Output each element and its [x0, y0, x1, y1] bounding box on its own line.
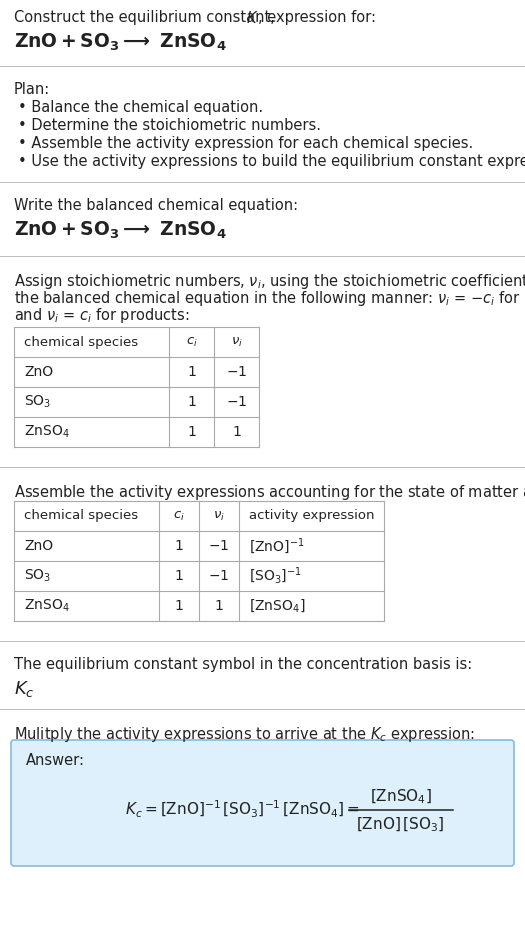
FancyBboxPatch shape — [11, 740, 514, 866]
Text: $[\mathrm{ZnO}]\,[\mathrm{SO_3}]$: $[\mathrm{ZnO}]\,[\mathrm{SO_3}]$ — [356, 816, 445, 834]
Text: 1: 1 — [174, 569, 183, 583]
Text: $\mathbf{ZnO + SO_3 \longrightarrow\ ZnSO_4}$: $\mathbf{ZnO + SO_3 \longrightarrow\ ZnS… — [14, 32, 227, 53]
Text: $\nu_i$: $\nu_i$ — [230, 336, 243, 349]
Text: Write the balanced chemical equation:: Write the balanced chemical equation: — [14, 198, 298, 213]
Text: 1: 1 — [174, 599, 183, 613]
Text: ZnSO$_4$: ZnSO$_4$ — [24, 598, 70, 614]
Text: $-1$: $-1$ — [208, 539, 229, 553]
Text: Answer:: Answer: — [26, 753, 85, 768]
Text: Mulitply the activity expressions to arrive at the $K_c$ expression:: Mulitply the activity expressions to arr… — [14, 725, 475, 744]
Text: and $\nu_i$ = $c_i$ for products:: and $\nu_i$ = $c_i$ for products: — [14, 306, 190, 325]
Text: ZnO: ZnO — [24, 539, 53, 553]
Text: $K_c = [\mathrm{ZnO}]^{-1}\,[\mathrm{SO_3}]^{-1}\,[\mathrm{ZnSO_4}] =$: $K_c = [\mathrm{ZnO}]^{-1}\,[\mathrm{SO_… — [125, 798, 360, 820]
Text: activity expression: activity expression — [249, 509, 374, 522]
Text: The equilibrium constant symbol in the concentration basis is:: The equilibrium constant symbol in the c… — [14, 657, 472, 672]
Text: • Balance the chemical equation.: • Balance the chemical equation. — [18, 100, 263, 115]
Text: chemical species: chemical species — [24, 509, 138, 522]
Text: the balanced chemical equation in the following manner: $\nu_i$ = $-c_i$ for rea: the balanced chemical equation in the fo… — [14, 289, 525, 308]
Text: SO$_3$: SO$_3$ — [24, 394, 51, 410]
Text: • Assemble the activity expression for each chemical species.: • Assemble the activity expression for e… — [18, 136, 473, 151]
Text: $[\mathrm{ZnO}]^{-1}$: $[\mathrm{ZnO}]^{-1}$ — [249, 536, 304, 556]
Text: $[\mathrm{ZnSO_4}]$: $[\mathrm{ZnSO_4}]$ — [249, 598, 306, 614]
Text: $\mathbf{ZnO + SO_3 \longrightarrow\ ZnSO_4}$: $\mathbf{ZnO + SO_3 \longrightarrow\ ZnS… — [14, 220, 227, 241]
Text: 1: 1 — [215, 599, 224, 613]
Text: chemical species: chemical species — [24, 336, 138, 349]
Text: Assign stoichiometric numbers, $\nu_i$, using the stoichiometric coefficients, $: Assign stoichiometric numbers, $\nu_i$, … — [14, 272, 525, 291]
Text: $c_i$: $c_i$ — [186, 336, 197, 349]
Text: Plan:: Plan: — [14, 82, 50, 97]
Text: $[\mathrm{SO_3}]^{-1}$: $[\mathrm{SO_3}]^{-1}$ — [249, 566, 302, 586]
Text: $-1$: $-1$ — [226, 365, 247, 379]
Text: 1: 1 — [187, 365, 196, 379]
Text: 1: 1 — [174, 539, 183, 553]
Text: , expression for:: , expression for: — [258, 10, 376, 25]
Text: Assemble the activity expressions accounting for the state of matter and $\nu_i$: Assemble the activity expressions accoun… — [14, 483, 525, 502]
Text: $[\mathrm{ZnSO_4}]$: $[\mathrm{ZnSO_4}]$ — [370, 788, 432, 806]
Text: ZnO: ZnO — [24, 365, 53, 379]
Text: 1: 1 — [187, 395, 196, 409]
Text: $K_c$: $K_c$ — [14, 679, 35, 699]
Text: 1: 1 — [232, 425, 241, 439]
Text: $\nu_i$: $\nu_i$ — [213, 509, 225, 522]
Text: $-1$: $-1$ — [208, 569, 229, 583]
Text: Construct the equilibrium constant,: Construct the equilibrium constant, — [14, 10, 279, 25]
Text: • Use the activity expressions to build the equilibrium constant expression.: • Use the activity expressions to build … — [18, 154, 525, 169]
Text: ZnSO$_4$: ZnSO$_4$ — [24, 424, 70, 440]
Text: $c_i$: $c_i$ — [173, 509, 185, 522]
Text: $-1$: $-1$ — [226, 395, 247, 409]
Text: • Determine the stoichiometric numbers.: • Determine the stoichiometric numbers. — [18, 118, 321, 133]
Text: $K$: $K$ — [246, 10, 258, 26]
Text: 1: 1 — [187, 425, 196, 439]
Text: SO$_3$: SO$_3$ — [24, 567, 51, 584]
